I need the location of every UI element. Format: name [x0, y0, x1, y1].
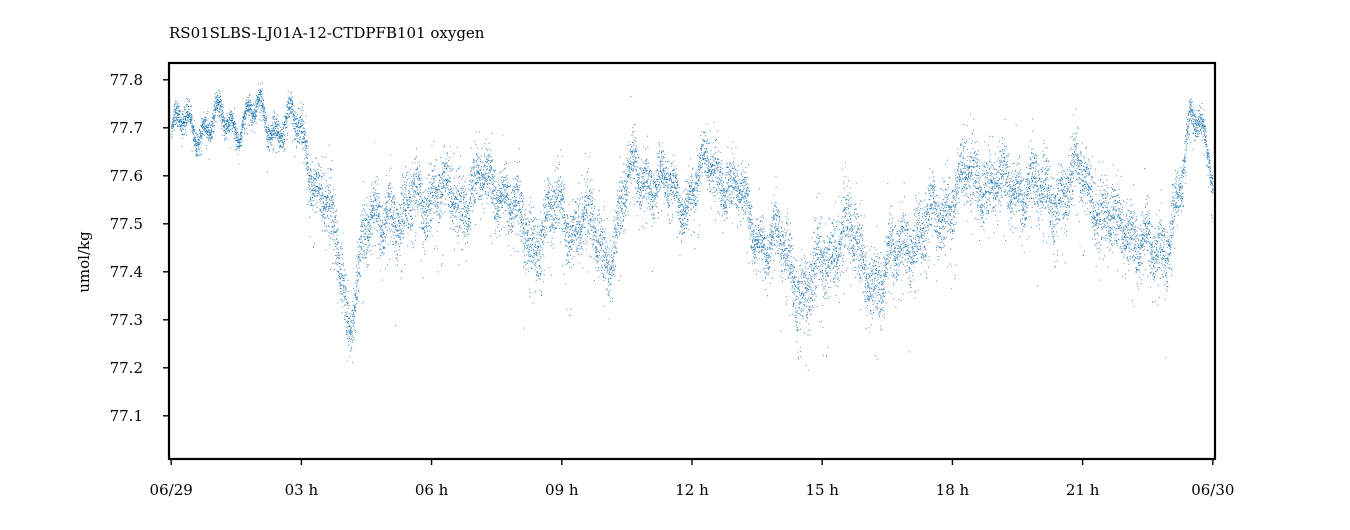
y-tick-label: 77.5 [110, 215, 143, 233]
y-tick-label: 77.8 [110, 71, 143, 89]
x-tick-label: 06/29 [150, 481, 193, 499]
y-tick-label: 77.4 [110, 263, 143, 281]
x-tick-label: 03 h [285, 481, 319, 499]
x-tick-label: 06 h [415, 481, 449, 499]
x-tick-label: 06/30 [1191, 481, 1234, 499]
oxygen-points [171, 82, 1214, 371]
y-axis-label: umol/kg [75, 231, 93, 293]
chart-title: RS01SLBS-LJ01A-12-CTDPFB101 oxygen [169, 24, 485, 42]
x-tick-label: 09 h [545, 481, 579, 499]
y-tick-label: 77.2 [110, 359, 143, 377]
axis-ticks: 06/29 03 h 06 h 09 h 12 h 15 h 18 h 21 h 06/30 77… [110, 71, 1235, 499]
y-tick-label: 77.6 [110, 167, 143, 185]
x-tick-label: 15 h [805, 481, 839, 499]
data-series [171, 82, 1214, 371]
x-tick-label: 12 h [675, 481, 709, 499]
y-tick-label: 77.1 [110, 407, 143, 425]
x-tick-label: 18 h [936, 481, 970, 499]
plot-frame [167, 61, 1217, 461]
x-tick-label: 21 h [1066, 481, 1100, 499]
y-tick-label: 77.3 [110, 311, 143, 329]
y-tick-label: 77.7 [110, 119, 143, 137]
